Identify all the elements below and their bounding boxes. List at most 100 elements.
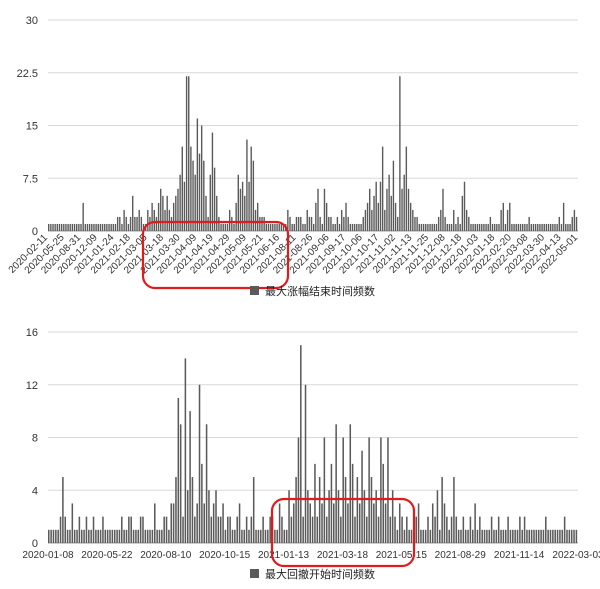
bar <box>396 529 399 543</box>
bar <box>511 223 513 231</box>
bar <box>259 216 261 231</box>
bar <box>198 384 201 543</box>
bar <box>147 209 149 231</box>
bar <box>325 516 328 544</box>
bar <box>231 216 233 231</box>
bar <box>102 516 104 544</box>
bar <box>179 424 182 543</box>
bar <box>539 223 541 231</box>
bar <box>153 209 155 231</box>
bar <box>264 529 267 543</box>
bar <box>118 529 121 543</box>
bar <box>526 223 528 231</box>
bar <box>566 529 568 543</box>
bar <box>476 529 479 543</box>
bar <box>113 529 116 543</box>
bar <box>556 223 558 231</box>
bar <box>95 223 97 231</box>
bar <box>157 202 160 231</box>
bar <box>130 516 132 544</box>
bar <box>398 503 401 543</box>
bar <box>552 223 554 231</box>
bar <box>330 216 332 231</box>
bar <box>164 209 166 231</box>
bar <box>257 529 260 543</box>
legend-label: 最大涨幅结束时间频数 <box>265 284 375 298</box>
bar <box>285 529 288 543</box>
bar <box>559 529 561 543</box>
bar <box>291 223 293 231</box>
bar <box>274 223 276 231</box>
bar <box>69 529 71 543</box>
bar <box>368 437 370 543</box>
bar <box>128 516 130 544</box>
bar <box>138 209 140 231</box>
bar <box>547 223 550 231</box>
bar <box>519 516 521 544</box>
bar <box>545 516 547 544</box>
bar <box>427 223 429 231</box>
bar <box>351 223 354 231</box>
bar <box>560 223 563 231</box>
bar <box>534 223 537 231</box>
bar <box>156 529 158 543</box>
bar <box>514 529 516 543</box>
bar <box>222 223 224 231</box>
bar <box>310 216 313 231</box>
bar <box>575 216 578 231</box>
bar <box>512 529 514 543</box>
bar <box>486 529 488 543</box>
bar <box>521 529 523 543</box>
bar <box>401 188 403 231</box>
bar <box>554 223 556 231</box>
bar <box>265 223 267 231</box>
bar <box>472 529 474 543</box>
bar <box>481 223 483 231</box>
x-tick-label: 2021-01-13 <box>258 550 310 561</box>
bar <box>448 223 451 231</box>
bar <box>168 209 171 231</box>
bar <box>375 490 377 543</box>
bar <box>425 223 427 231</box>
bar <box>483 529 486 543</box>
bar <box>558 216 561 231</box>
bar <box>95 529 97 543</box>
bar <box>532 223 535 231</box>
bar <box>325 202 328 231</box>
bar <box>121 516 123 544</box>
bar <box>358 503 361 543</box>
bar <box>293 223 296 231</box>
bar <box>412 209 414 231</box>
y-tick-label: 7.5 <box>23 173 38 185</box>
bar <box>267 223 270 231</box>
chart-max-drawdown-start: 0 4 8 12 16 2020-01-08 2020-05-22 2020-08-10 202… <box>22 327 600 581</box>
bar <box>313 223 315 231</box>
bar <box>219 516 222 544</box>
bar <box>500 529 502 543</box>
bar <box>48 529 50 543</box>
bar <box>487 223 489 231</box>
bar <box>335 424 337 543</box>
bar <box>439 529 441 543</box>
bar <box>280 223 283 231</box>
bar <box>470 223 472 231</box>
bar <box>132 529 135 543</box>
bar <box>196 503 198 543</box>
bar <box>422 529 425 543</box>
bar <box>360 223 362 231</box>
bar <box>63 223 65 231</box>
bar <box>498 223 500 231</box>
bar <box>379 181 382 231</box>
bar <box>417 503 420 543</box>
bar <box>252 477 255 543</box>
bar <box>276 223 278 231</box>
bar <box>295 477 297 543</box>
bar <box>476 223 479 231</box>
bar <box>333 503 335 543</box>
bar <box>224 529 227 543</box>
bar <box>363 490 366 543</box>
bar <box>302 223 304 231</box>
bar <box>250 516 253 544</box>
bar <box>317 188 319 231</box>
bar <box>205 424 208 543</box>
